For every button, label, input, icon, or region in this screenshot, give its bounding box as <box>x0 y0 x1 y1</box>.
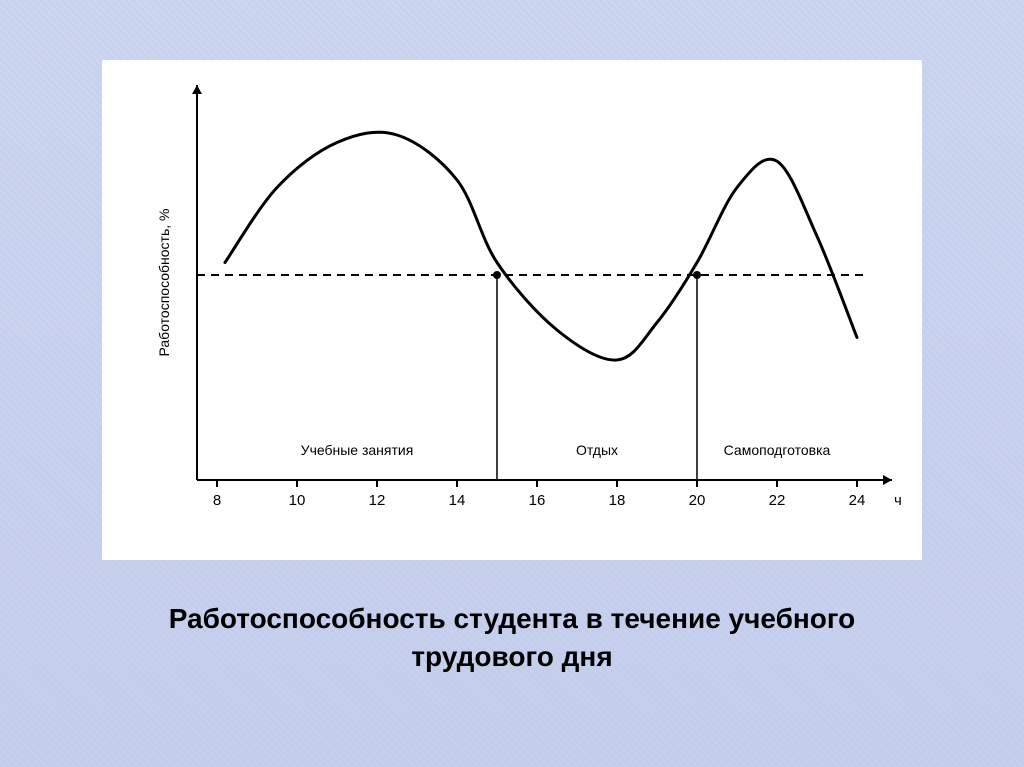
svg-text:12: 12 <box>369 492 386 509</box>
chart-card: 8 10 12 14 16 18 20 22 24 ч Работоспособность, % Уч… <box>102 60 922 560</box>
svg-text:22: 22 <box>769 492 786 509</box>
chart-caption: Работоспособность студента в течение уче… <box>102 600 922 676</box>
svg-text:8: 8 <box>213 492 221 509</box>
svg-text:20: 20 <box>689 492 706 509</box>
svg-text:Отдых: Отдых <box>576 442 618 458</box>
svg-text:Работоспособность, %: Работоспособность, % <box>156 209 172 357</box>
svg-text:10: 10 <box>289 492 306 509</box>
svg-text:16: 16 <box>529 492 546 509</box>
svg-text:Самоподготовка: Самоподготовка <box>724 442 831 458</box>
svg-text:Учебные занятия: Учебные занятия <box>301 442 414 458</box>
svg-text:24: 24 <box>849 492 866 509</box>
slide: 8 10 12 14 16 18 20 22 24 ч Работоспособность, % Уч… <box>0 0 1024 767</box>
performance-chart: 8 10 12 14 16 18 20 22 24 ч Работоспособность, % Уч… <box>102 60 922 560</box>
svg-text:14: 14 <box>449 492 466 509</box>
svg-text:ч: ч <box>894 492 902 509</box>
svg-text:18: 18 <box>609 492 626 509</box>
